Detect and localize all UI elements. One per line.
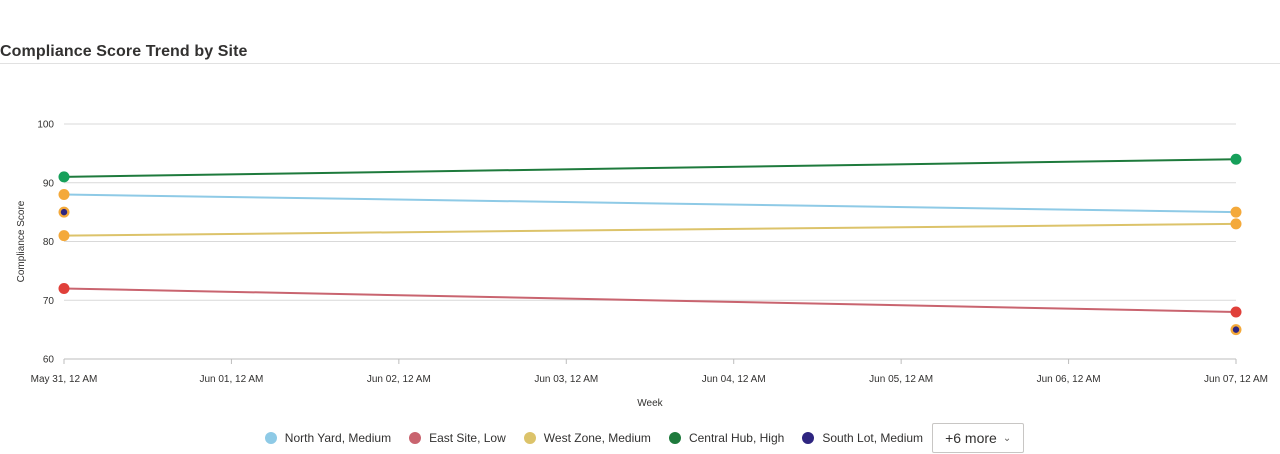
data-point — [58, 171, 70, 183]
legend: North Yard, Medium East Site, Low West Zon… — [0, 422, 1280, 454]
legend-swatch — [264, 432, 277, 444]
y-tick-label: 80 — [43, 237, 55, 248]
series-lines — [63, 158, 1237, 313]
y-tick-label: 60 — [43, 355, 55, 366]
y-tick-label: 90 — [43, 178, 55, 189]
x-tick-label: May 31, 12 AM — [31, 374, 98, 385]
y-axis-title: Compliance Score — [16, 200, 27, 282]
chart-header: Compliance Score Trend by Site — [0, 0, 1280, 64]
chevron-down-icon: ⌄ — [1002, 432, 1012, 444]
series-points — [58, 153, 1242, 336]
chart-title: Compliance Score Trend by Site — [0, 43, 248, 60]
x-tick-label: Jun 01, 12 AM — [199, 374, 263, 385]
series-line — [63, 158, 1237, 178]
data-point-core — [1232, 326, 1240, 333]
data-point — [58, 230, 70, 242]
y-tick-label: 100 — [37, 120, 54, 131]
legend-label: East Site, Low — [429, 431, 506, 445]
legend-item[interactable]: West Zone, Medium — [523, 431, 651, 445]
legend-item[interactable]: Central Hub, High — [668, 431, 785, 445]
legend-item[interactable]: East Site, Low — [409, 431, 506, 445]
legend-swatch — [668, 432, 681, 444]
legend-swatch — [523, 432, 536, 444]
legend-item[interactable]: North Yard, Medium — [264, 431, 392, 445]
legend-item[interactable]: South Lot, Medium — [802, 431, 923, 445]
x-tick-label: Jun 05, 12 AM — [869, 374, 933, 385]
y-tick-label: 70 — [43, 296, 55, 307]
x-tick-label: Jun 06, 12 AM — [1037, 374, 1101, 385]
line-chart: 60 70 80 90 100 May 31, 12 AM Jun 01, 12 AM Ju… — [16, 120, 1268, 410]
data-point — [1230, 206, 1242, 218]
data-point-core — [60, 208, 68, 216]
more-legend-button[interactable]: +6 more ⌄ — [932, 423, 1025, 453]
x-tick-label: Jun 02, 12 AM — [367, 374, 431, 385]
legend-label: Central Hub, High — [688, 431, 785, 445]
y-axis: 60 70 80 90 100 — [37, 120, 54, 366]
more-legend-label: +6 more — [945, 430, 997, 446]
data-point — [58, 189, 70, 200]
x-axis: May 31, 12 AM Jun 01, 12 AM Jun 02, 12 AM J… — [31, 359, 1268, 385]
legend-label: West Zone, Medium — [543, 431, 651, 445]
legend-swatch — [409, 432, 422, 444]
series-line — [63, 193, 1237, 214]
legend-swatch — [802, 432, 815, 444]
x-axis-title: Week — [637, 398, 663, 409]
legend-label: South Lot, Medium — [822, 431, 924, 445]
data-point — [1230, 306, 1242, 318]
data-point — [58, 283, 70, 294]
data-point — [1230, 218, 1242, 230]
x-tick-label: Jun 03, 12 AM — [534, 374, 598, 385]
x-tick-label: Jun 04, 12 AM — [702, 374, 766, 385]
grid — [64, 123, 1236, 360]
series-line — [63, 287, 1237, 313]
legend-label: North Yard, Medium — [284, 431, 392, 445]
series-line — [63, 222, 1237, 237]
x-tick-label: Jun 07, 12 AM — [1204, 374, 1268, 385]
data-point — [1230, 153, 1242, 165]
